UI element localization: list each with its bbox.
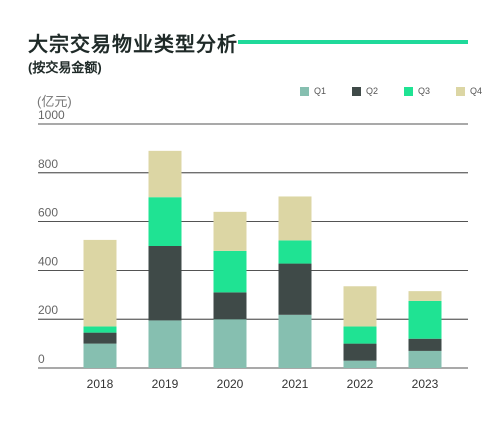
legend-swatch — [456, 86, 465, 96]
legend-label: Q1 — [314, 86, 327, 96]
bar-2022-q2 — [343, 343, 377, 361]
legend-item-q2: Q2 — [352, 86, 404, 96]
legend-label: Q2 — [366, 86, 379, 96]
legend-swatch — [300, 86, 309, 96]
x-tick-label: 2023 — [412, 377, 439, 391]
bar-2023-q2 — [408, 338, 442, 351]
bar-2019-q3 — [148, 197, 182, 246]
bar-2019-q4 — [148, 150, 182, 198]
bar-2019-q2 — [148, 246, 182, 321]
y-tick-label: 0 — [38, 352, 45, 366]
y-tick-label: 800 — [38, 157, 58, 171]
bar-2021-q1 — [278, 314, 312, 368]
y-axis-unit: (亿元) — [37, 94, 72, 109]
y-tick-label: 200 — [38, 303, 58, 317]
bar-2020-q2 — [213, 292, 247, 320]
bar-2023-q3 — [408, 300, 442, 339]
bar-2018-q3 — [83, 326, 117, 333]
bar-2020-q1 — [213, 319, 247, 368]
legend-swatch — [404, 86, 413, 96]
bar-2018-q4 — [83, 239, 117, 327]
legend-swatch — [352, 86, 361, 96]
y-tick-label: 400 — [38, 254, 58, 268]
x-tick-label: 2020 — [217, 377, 244, 391]
x-tick-label: 2022 — [347, 377, 374, 391]
bar-2021-q3 — [278, 240, 312, 264]
y-tick-label: 600 — [38, 206, 58, 220]
x-tick-label: 2018 — [87, 377, 114, 391]
x-tick-label: 2019 — [152, 377, 179, 391]
legend-label: Q4 — [470, 86, 483, 96]
y-tick-label: 1000 — [38, 108, 65, 122]
chart-title: 大宗交易物业类型分析 — [28, 34, 238, 56]
bar-2020-q4 — [213, 211, 247, 251]
title-accent-rule — [238, 40, 468, 44]
bar-2021-q4 — [278, 196, 312, 241]
chart-subtitle: (按交易金额) — [28, 60, 102, 75]
legend-item-q3: Q3 — [404, 86, 456, 96]
legend-item-q4: Q4 — [456, 86, 500, 96]
x-tick-label: 2021 — [282, 377, 309, 391]
bar-2021-q2 — [278, 263, 312, 315]
legend: Q1 Q2 Q3 Q4 — [300, 86, 500, 96]
bar-2023-q1 — [408, 350, 442, 368]
bar-2019-q1 — [148, 320, 182, 368]
bar-2020-q3 — [213, 250, 247, 293]
bar-2022-q4 — [343, 286, 377, 327]
bar-2018-q1 — [83, 343, 117, 368]
bar-2018-q2 — [83, 332, 117, 344]
bar-2022-q3 — [343, 326, 377, 344]
legend-label: Q3 — [418, 86, 431, 96]
bar-2022-q1 — [343, 360, 377, 368]
legend-item-q1: Q1 — [300, 86, 352, 96]
bar-2023-q4 — [408, 291, 442, 301]
